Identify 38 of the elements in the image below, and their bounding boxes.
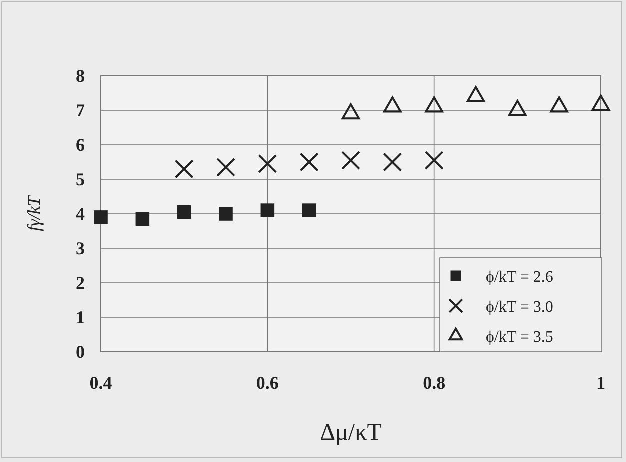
legend-label: ϕ/kT = 3.5 (486, 329, 554, 346)
point (424, 151, 444, 170)
y-tick-label: 5 (76, 169, 85, 190)
x-tick-label: 1 (596, 372, 606, 393)
point (383, 152, 402, 172)
point (177, 205, 192, 220)
y-tick-label: 7 (76, 100, 85, 120)
point (174, 160, 194, 179)
point (466, 86, 486, 102)
y-tick-label: 8 (76, 66, 85, 86)
point (508, 100, 527, 116)
point (302, 204, 316, 218)
y-tick-label: 3 (76, 238, 85, 258)
y-tick-label: 6 (76, 134, 85, 155)
legend-label: ϕ/kT = 3.0 (486, 299, 554, 316)
point (342, 104, 360, 120)
point (136, 212, 150, 226)
point (300, 152, 319, 172)
x-axis-title: Δμ/κT (320, 420, 382, 446)
point (258, 154, 278, 174)
point (94, 210, 108, 224)
point (384, 96, 402, 113)
y-tick-label: 4 (76, 204, 85, 224)
legend-label: ϕ/kT = 2.6 (486, 269, 554, 286)
point (260, 204, 275, 218)
point (219, 207, 233, 221)
y-tick-label: 1 (76, 307, 85, 328)
point (592, 94, 610, 112)
x-tick-label: 0.4 (90, 372, 112, 393)
point (342, 151, 360, 170)
point (425, 96, 444, 113)
y-axis-title: fγ/kT (24, 194, 44, 232)
x-tick-label: 0.6 (256, 372, 279, 393)
point (216, 158, 236, 177)
point (550, 96, 568, 113)
y-tick-label: 2 (76, 272, 85, 293)
x-tick-label: 0.8 (423, 372, 446, 393)
y-tick-label: 0 (76, 342, 85, 362)
